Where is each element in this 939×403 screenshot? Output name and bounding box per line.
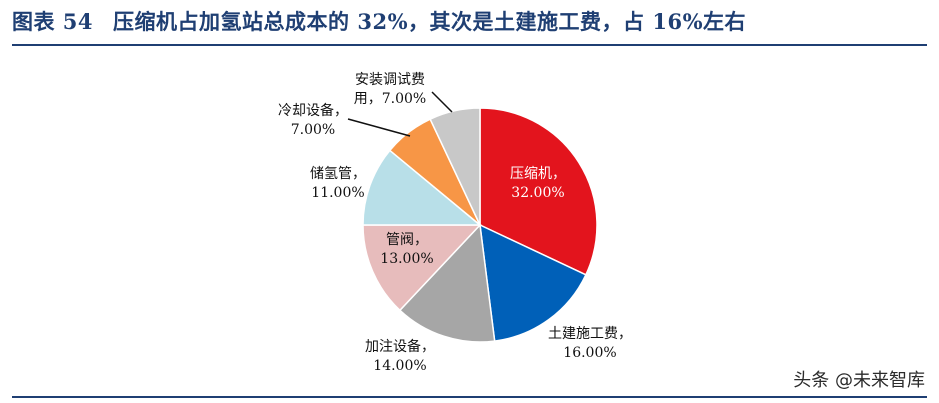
pie-slice	[362, 149, 483, 226]
slice-label: 冷却设备， 7.00%	[278, 102, 348, 138]
leader-line	[347, 118, 411, 137]
slice-label-value: 32.00%	[511, 185, 564, 201]
pie-slice	[362, 224, 482, 312]
title-divider	[12, 44, 927, 46]
pie-slices	[362, 107, 598, 343]
pie-slice	[429, 107, 481, 226]
slice-label-name: 管阀，	[386, 232, 428, 248]
slice-label-value: 用，7.00%	[354, 91, 426, 107]
slice-label: 储氢管， 11.00%	[310, 166, 366, 201]
slice-label: 安装调试费用，7.00%	[354, 72, 426, 107]
pie-slice	[479, 223, 587, 342]
slice-label: 压缩机， 32.00%	[510, 166, 566, 201]
slice-label-name: 压缩机，	[510, 166, 566, 182]
pie-slice	[479, 107, 598, 276]
slice-label-name: 土建施工费，	[548, 326, 632, 342]
slice-label: 管阀， 13.00%	[380, 232, 433, 267]
slice-label-name: 储氢管，	[310, 166, 366, 182]
leader-lines	[347, 91, 453, 137]
slice-label-value: 11.00%	[311, 185, 364, 201]
slice-label-name: 加注设备，	[365, 338, 435, 355]
slice-label-value: 7.00%	[291, 122, 335, 138]
slice-label: 土建施工费， 16.00%	[548, 326, 632, 361]
slice-label-name: 冷却设备，	[278, 102, 348, 119]
figure-number: 图表 54	[12, 9, 94, 34]
slice-label-name: 安装调试费	[355, 72, 425, 88]
title-text: 压缩机占加氢站总成本的 32%，其次是土建施工费，占 16%左右	[113, 9, 747, 34]
footer-divider	[12, 396, 927, 398]
leader-line	[431, 91, 453, 113]
slice-label-value: 14.00%	[373, 358, 426, 374]
chart-title: 图表 54 压缩机占加氢站总成本的 32%，其次是土建施工费，占 16%左右	[12, 6, 746, 36]
pie-slice	[398, 223, 496, 343]
slice-label-value: 16.00%	[563, 345, 616, 361]
slice-label: 加注设备， 14.00%	[365, 338, 435, 374]
source-watermark: 头条 @未来智库	[793, 370, 925, 391]
slice-label-value: 13.00%	[380, 251, 433, 267]
pie-labels: 压缩机， 32.00% 土建施工费， 16.00% 加注设备， 14.00% 管阀， 13.0…	[278, 72, 632, 374]
